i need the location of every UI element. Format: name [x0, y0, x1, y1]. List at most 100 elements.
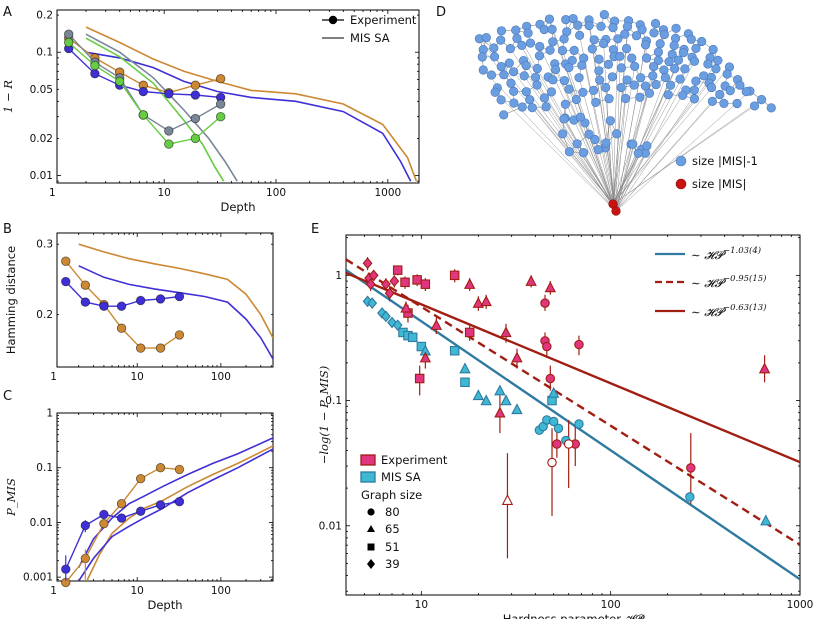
graph-node	[519, 71, 529, 81]
graph-node	[633, 148, 643, 158]
graph-node	[517, 102, 527, 112]
x-tick-label: 1	[50, 585, 57, 597]
legend-square-marker	[367, 543, 375, 551]
graph-node	[575, 112, 586, 122]
graph-edge-to-mis	[612, 153, 639, 205]
legend-mis-sa-swatch	[360, 471, 376, 483]
exp-point	[116, 301, 127, 311]
graph-node	[525, 38, 536, 48]
exp-point	[164, 126, 174, 136]
graph-edge-to-mis	[615, 77, 666, 212]
graph-node	[749, 101, 760, 111]
y-tick-label: 0.001	[23, 572, 53, 584]
graph-node	[699, 71, 709, 81]
graph-node	[628, 139, 638, 149]
graph-node	[629, 80, 639, 90]
exp-point	[164, 89, 174, 99]
graph-node	[569, 45, 579, 56]
graph-edge-to-mis	[610, 120, 617, 212]
graph-node	[659, 29, 669, 40]
legend-triangle-marker	[367, 525, 375, 532]
graph-node	[548, 75, 558, 85]
graph-node	[650, 18, 661, 29]
graph-node	[481, 33, 491, 43]
panel-letter-d: D	[436, 5, 446, 20]
x-tick-label: 10	[415, 599, 428, 611]
experiment-point	[511, 351, 523, 363]
sim-sa-blue	[78, 265, 273, 360]
y-tick-label: 0.1	[36, 47, 53, 59]
graph-edge-to-mis	[612, 26, 628, 205]
panel-d-graph	[474, 9, 776, 216]
sim-sa-blue	[85, 51, 412, 182]
graph-node	[548, 37, 558, 47]
mis-sa-point	[685, 492, 695, 502]
graph-node	[697, 36, 707, 47]
fit-exp-dashed	[346, 258, 800, 546]
graph-node	[651, 79, 661, 90]
experiment-point	[547, 457, 557, 468]
graph-node	[678, 48, 688, 58]
graph-node	[568, 13, 578, 24]
graph-edge-to-mis	[532, 107, 617, 212]
x-axis-label: Depth	[220, 200, 255, 214]
exp-point	[135, 473, 146, 484]
experiment-point	[574, 339, 584, 350]
graph-node	[640, 40, 651, 50]
graph-node	[644, 88, 655, 98]
graph-node	[766, 103, 776, 113]
exp-point	[155, 294, 166, 304]
fit-legend-label-2: ∼ 𝓗𝓟−0.95(15)	[691, 273, 766, 290]
graph-node	[521, 60, 531, 71]
graph-node	[605, 116, 615, 126]
y-tick-label: 1	[46, 408, 53, 420]
panel-a-chart: 1 10 100 1000 0.01 0.02 0.05 0.1 0.2 Depth 1 − R	[1, 9, 420, 214]
sim-sa-green	[85, 37, 225, 182]
x-tick-label: 1000	[374, 187, 401, 199]
graph-node	[532, 80, 542, 90]
graph-node	[642, 141, 652, 151]
graph-node	[574, 73, 584, 83]
mis-sa-point	[460, 377, 470, 388]
mis-sa-point	[381, 310, 391, 323]
experiment-point	[400, 301, 412, 313]
mis-sa-point	[574, 419, 584, 429]
graph-edge-to-mis	[612, 105, 755, 205]
graph-node	[496, 61, 506, 72]
graph-node	[496, 35, 506, 45]
graph-node	[564, 62, 574, 73]
graph-node	[612, 129, 622, 139]
experiment-point	[419, 351, 432, 363]
y-tick-label: 0.02	[30, 133, 53, 145]
graph-node	[589, 35, 599, 45]
graph-node	[539, 24, 549, 35]
graph-node	[509, 98, 519, 108]
panel-letter-c: C	[3, 389, 12, 404]
experiment-point	[545, 373, 556, 384]
graph-node	[713, 55, 723, 65]
exp-point	[164, 139, 174, 149]
graph-node	[572, 139, 582, 149]
graph-node	[564, 147, 575, 157]
graph-node	[603, 59, 614, 69]
y-axis-label: 1 − R	[1, 80, 15, 113]
exp-point	[215, 112, 226, 122]
legend-experiment-label: Experiment	[350, 13, 417, 27]
legend-node-small-icon	[675, 155, 687, 167]
graph-node	[588, 85, 599, 96]
graph-edge-to-mis	[615, 61, 695, 212]
mis-sa-point	[547, 386, 560, 398]
graph-node	[601, 138, 611, 148]
mis-sa-point	[500, 394, 512, 406]
exp-point	[155, 463, 166, 473]
experiment-point	[365, 278, 376, 291]
graph-node	[509, 86, 519, 96]
experiment-point	[389, 275, 400, 287]
experiment-point	[420, 279, 431, 289]
graph-node	[496, 95, 506, 105]
graph-node	[490, 87, 500, 97]
panel-c-chart: 1 10 100 0.001 0.01 0.1 1 Depth P_MIS	[4, 408, 274, 612]
x-tick-label: 1	[50, 371, 57, 383]
graph-node	[559, 76, 570, 86]
graph-edge-to-mis	[494, 92, 617, 212]
